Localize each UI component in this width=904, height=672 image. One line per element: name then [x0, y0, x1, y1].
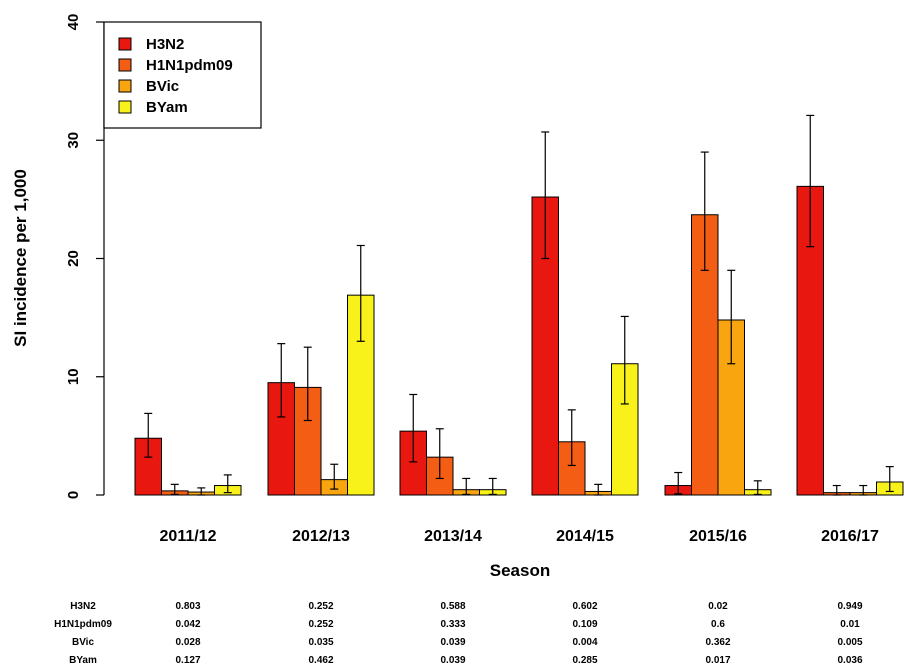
table-cell: 0.036	[837, 655, 862, 666]
table-row-label: H1N1pdm09	[54, 619, 112, 630]
legend: H3N2 H1N1pdm09 BVic BYam	[103, 21, 262, 129]
error-bar	[620, 315, 629, 405]
table-cell: 0.252	[308, 601, 333, 612]
error-bar	[700, 151, 709, 271]
table-cell: 0.028	[175, 637, 200, 648]
error-bar	[144, 412, 153, 458]
legend-item: BYam	[118, 99, 188, 116]
table-cell: 0.602	[572, 601, 597, 612]
error-bar	[409, 393, 418, 463]
error-bar	[488, 477, 497, 496]
table-cell: 0.039	[440, 637, 465, 648]
error-bar	[567, 409, 576, 467]
error-bar	[435, 428, 444, 480]
x-category-label: 2012/13	[292, 528, 350, 545]
table-cell: 0.588	[440, 601, 465, 612]
table-cell: 0.004	[572, 637, 597, 648]
legend-item: BVic	[118, 78, 179, 95]
error-bar	[197, 487, 206, 496]
table-cell: 0.949	[837, 601, 862, 612]
legend-item: H1N1pdm09	[118, 57, 233, 74]
y-tick-label: 30	[65, 132, 82, 149]
table-cell: 0.01	[840, 619, 860, 630]
error-bar	[170, 483, 179, 496]
table-cell: 0.285	[572, 655, 597, 666]
legend-swatch	[118, 37, 132, 51]
error-bar	[356, 244, 365, 342]
p-value-table: H3N2 0.803 0.252 0.588 0.602 0.02 0.949 H1N1pdm…	[54, 601, 863, 666]
x-axis-label: Season	[490, 561, 550, 580]
error-bar	[594, 483, 603, 496]
y-axis-label: SI incidence per 1,000	[11, 169, 30, 347]
y-axis: 0 10 20 30 40	[65, 14, 105, 499]
x-category-label: 2014/15	[556, 528, 614, 545]
legend-label: BVic	[146, 78, 179, 95]
x-axis-categories: 2011/12 2012/13 2013/14 2014/15 2015/16 2016/…	[160, 528, 879, 545]
table-cell: 0.005	[837, 637, 862, 648]
error-bar	[462, 477, 471, 496]
error-bar	[541, 131, 550, 260]
table-cell: 0.127	[175, 655, 200, 666]
error-bar	[303, 346, 312, 422]
table-cell: 0.042	[175, 619, 200, 630]
table-cell: 0.035	[308, 637, 333, 648]
table-row-label: BVic	[72, 637, 94, 648]
y-tick-label: 40	[65, 14, 82, 31]
table-cell: 0.462	[308, 655, 333, 666]
table-cell: 0.017	[705, 655, 730, 666]
table-row: BVic 0.028 0.035 0.039 0.004 0.362 0.005	[72, 637, 863, 648]
y-tick-label: 20	[65, 250, 82, 267]
legend-label: H3N2	[146, 36, 184, 53]
table-row-label: BYam	[69, 655, 97, 666]
table-row: H1N1pdm09 0.042 0.252 0.333 0.109 0.6 0.01	[54, 619, 860, 630]
x-category-label: 2016/17	[821, 528, 879, 545]
legend-item: H3N2	[118, 36, 184, 53]
bars	[134, 185, 904, 496]
error-bar	[727, 269, 736, 365]
legend-label: BYam	[146, 99, 188, 116]
error-bar	[885, 466, 894, 493]
x-category-label: 2011/12	[160, 528, 217, 545]
error-bar	[859, 484, 868, 496]
error-bar	[806, 114, 815, 248]
error-bar	[330, 463, 339, 490]
x-category-label: 2013/14	[424, 528, 482, 545]
table-row-label: H3N2	[70, 601, 96, 612]
y-tick-label: 0	[65, 491, 82, 499]
legend-swatch	[118, 58, 132, 72]
y-tick-label: 10	[65, 368, 82, 385]
table-cell: 0.039	[440, 655, 465, 666]
table-cell: 0.362	[705, 637, 730, 648]
error-bar	[674, 471, 683, 495]
x-category-label: 2015/16	[689, 528, 747, 545]
legend-label: H1N1pdm09	[146, 57, 233, 74]
error-bar	[223, 474, 232, 494]
error-bar	[832, 484, 841, 496]
legend-swatch	[118, 79, 132, 93]
table-cell: 0.252	[308, 619, 333, 630]
error-bar	[753, 480, 762, 496]
table-cell: 0.803	[175, 601, 200, 612]
legend-swatch	[118, 100, 132, 114]
table-cell: 0.02	[708, 601, 728, 612]
table-cell: 0.333	[440, 619, 465, 630]
table-row: H3N2 0.803 0.252 0.588 0.602 0.02 0.949	[70, 601, 863, 612]
error-bars	[144, 114, 894, 496]
table-cell: 0.109	[572, 619, 597, 630]
table-cell: 0.6	[711, 619, 725, 630]
table-row: BYam 0.127 0.462 0.039 0.285 0.017 0.036	[69, 655, 863, 666]
error-bar	[277, 343, 286, 418]
